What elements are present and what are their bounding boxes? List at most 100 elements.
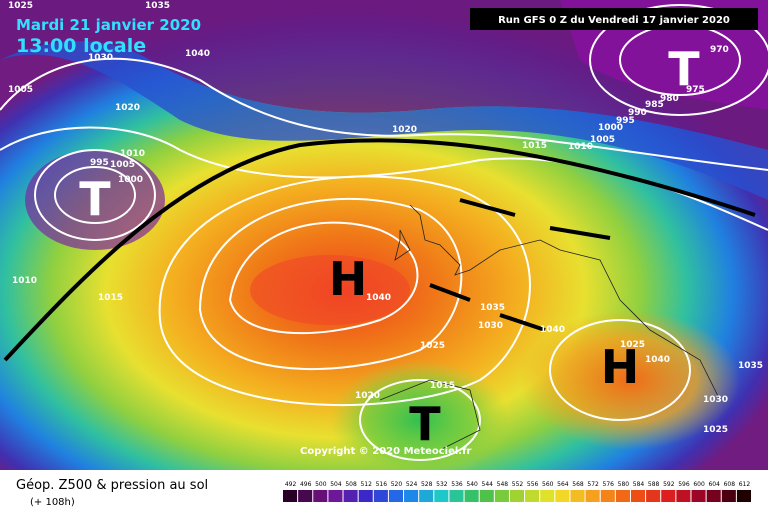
scale-swatch: [646, 490, 661, 502]
scale-label: 560: [542, 481, 554, 488]
isobar-label: 1025: [8, 1, 33, 11]
isobar-label: 1040: [645, 355, 670, 365]
copyright: Copyright © 2020 Meteociel.fr: [300, 446, 471, 457]
isobar-label: 1010: [12, 276, 37, 286]
isobar-label: 1030: [88, 53, 113, 63]
legend-title: Géop. Z500 & pression au sol: [16, 478, 208, 493]
scale-label: 568: [572, 481, 584, 488]
isobar-label: 1015: [522, 141, 547, 151]
isobar-label: 1010: [568, 142, 593, 152]
isobar-label: 980: [660, 94, 679, 104]
scale-swatch: [661, 490, 676, 502]
run-box: [470, 8, 758, 30]
isobar-label: 1030: [478, 321, 503, 331]
scale-swatch: [313, 490, 328, 502]
scale-label: 600: [693, 481, 705, 488]
scale-label: 612: [739, 481, 751, 488]
scale-label: 564: [557, 481, 569, 488]
isobar-label: 1030: [703, 395, 728, 405]
scale-swatch: [540, 490, 555, 502]
isobar-label: 985: [645, 100, 664, 110]
isobar-label: 1005: [590, 135, 615, 145]
scale-swatch: [404, 490, 419, 502]
scale-label: 540: [466, 481, 478, 488]
low-label: T: [409, 397, 441, 451]
scale-swatch: [585, 490, 600, 502]
scale-swatch: [358, 490, 373, 502]
isobar-label: 1035: [738, 361, 763, 371]
scale-swatch: [419, 490, 434, 502]
isobar-label: 1005: [110, 160, 135, 170]
isobar-label: 970: [710, 45, 729, 55]
scale-label: 552: [512, 481, 524, 488]
scale-label: 604: [708, 481, 720, 488]
low-label: T: [668, 42, 700, 96]
scale-label: 532: [436, 481, 448, 488]
scale-label: 504: [330, 481, 342, 488]
isobar-label: 1020: [392, 125, 417, 135]
scale-swatch: [328, 490, 343, 502]
scale-label: 592: [663, 481, 675, 488]
scale-swatch: [736, 490, 751, 502]
date: Mardi 21 janvier 2020: [16, 16, 201, 34]
isobar-label: 1020: [355, 391, 380, 401]
high-label: H: [329, 252, 368, 306]
scale-label: 496: [300, 481, 312, 488]
scale-swatch: [555, 490, 570, 502]
isobar-label: 975: [686, 85, 705, 95]
scale-label: 608: [724, 481, 736, 488]
scale-label: 520: [391, 481, 403, 488]
isobar-label: 1005: [8, 85, 33, 95]
isobar-label: 1035: [480, 303, 505, 313]
scale-label: 596: [678, 481, 690, 488]
scale-swatch: [464, 490, 479, 502]
scale-swatch: [721, 490, 736, 502]
scale-swatch: [343, 490, 358, 502]
isobar-label: 1010: [120, 149, 145, 159]
scale-label: 548: [497, 481, 509, 488]
isobar-label: 1000: [598, 123, 623, 133]
scale-swatch: [283, 490, 298, 502]
scale-label: 588: [648, 481, 660, 488]
scale-label: 572: [587, 481, 599, 488]
scale-swatch: [449, 490, 464, 502]
lead-time: (+ 108h): [30, 497, 75, 508]
isobars: [0, 4, 768, 461]
scale-swatch: [298, 490, 313, 502]
isobar-label: 1025: [703, 425, 728, 435]
scale-swatch: [388, 490, 404, 502]
isobar-label: 1040: [366, 293, 391, 303]
isobar-label: 1015: [98, 293, 123, 303]
isobar-label: 995: [90, 158, 109, 168]
scale-label: 512: [360, 481, 372, 488]
scale-swatch: [570, 490, 585, 502]
scale-swatch: [373, 490, 388, 502]
isobar-label: 1040: [185, 49, 210, 59]
coastlines: [379, 204, 721, 451]
scale-label: 580: [618, 481, 630, 488]
isobar-label: 995: [616, 116, 635, 126]
isobar-label: 1015: [430, 381, 455, 391]
scale-swatch: [479, 490, 494, 502]
isobar-label: 1040: [540, 325, 565, 335]
isobar-label: 1025: [620, 340, 645, 350]
fronts: [3, 138, 756, 362]
scale-label: 536: [451, 481, 463, 488]
isobar-label: 1035: [145, 1, 170, 11]
high-label: H: [601, 340, 640, 394]
isobar-label: 1020: [115, 103, 140, 113]
scale-label: 576: [603, 481, 615, 488]
scale-swatch: [615, 490, 630, 502]
scale-swatch: [706, 490, 721, 502]
scale-label: 500: [315, 481, 327, 488]
local-time: 13:00 locale: [16, 35, 146, 57]
scale-label: 556: [527, 481, 539, 488]
scale-swatch: [691, 490, 706, 502]
scale-label: 544: [482, 481, 494, 488]
run-info: Run GFS 0 Z du Vendredi 17 janvier 2020: [498, 15, 730, 26]
scale-label: 508: [345, 481, 357, 488]
low-label: T: [79, 172, 111, 226]
scale-label: 492: [285, 481, 297, 488]
scale-swatch: [434, 490, 449, 502]
